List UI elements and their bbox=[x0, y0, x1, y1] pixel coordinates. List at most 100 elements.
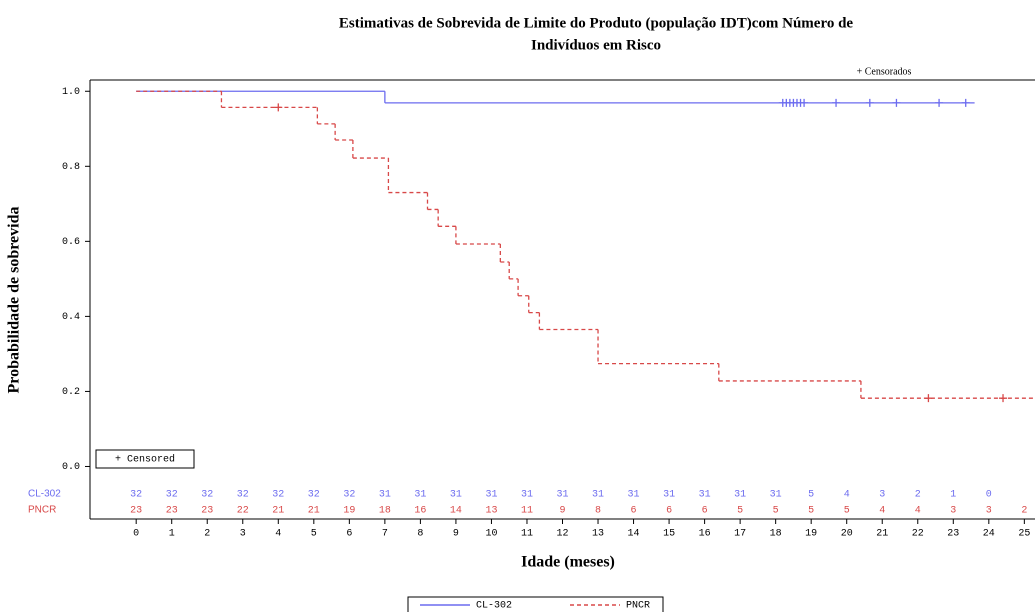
x-tick-label: 9 bbox=[453, 529, 459, 540]
x-tick-label: 14 bbox=[628, 529, 640, 540]
x-tick-label: 8 bbox=[417, 529, 423, 540]
censor-mark bbox=[999, 394, 1008, 403]
at-risk-count: 21 bbox=[272, 506, 284, 517]
at-risk-count: 31 bbox=[663, 490, 675, 501]
at-risk-count: 5 bbox=[737, 506, 743, 517]
at-risk-count: 31 bbox=[485, 490, 497, 501]
x-tick-label: 19 bbox=[805, 529, 817, 540]
at-risk-count: 4 bbox=[915, 506, 921, 517]
x-tick-label: 4 bbox=[275, 529, 281, 540]
at-risk-count: 23 bbox=[166, 506, 178, 517]
x-tick-label: 0 bbox=[133, 529, 139, 540]
at-risk-count: 0 bbox=[986, 490, 992, 501]
at-risk-count: 18 bbox=[379, 506, 391, 517]
y-tick-label: 0.0 bbox=[62, 462, 80, 473]
x-tick-label: 13 bbox=[592, 529, 604, 540]
at-risk-count: 11 bbox=[521, 506, 533, 517]
at-risk-count: 23 bbox=[201, 506, 213, 517]
x-tick-label: 16 bbox=[699, 529, 711, 540]
at-risk-count: 31 bbox=[770, 490, 782, 501]
at-risk-count: 31 bbox=[699, 490, 711, 501]
at-risk-count: 22 bbox=[237, 506, 249, 517]
censor-mark bbox=[800, 98, 809, 107]
at-risk-count: 3 bbox=[879, 490, 885, 501]
at-risk-count: 31 bbox=[379, 490, 391, 501]
x-tick-label: 15 bbox=[663, 529, 675, 540]
at-risk-count: 31 bbox=[450, 490, 462, 501]
x-tick-label: 6 bbox=[346, 529, 352, 540]
at-risk-count: 32 bbox=[166, 490, 178, 501]
legend-label: CL-302 bbox=[476, 601, 512, 612]
x-tick-label: 25 bbox=[1018, 529, 1030, 540]
censor-box bbox=[95, 449, 195, 469]
at-risk-count: 32 bbox=[272, 490, 284, 501]
x-tick-label: 1 bbox=[169, 529, 175, 540]
censor-mark bbox=[274, 103, 283, 112]
at-risk-count: 31 bbox=[556, 490, 568, 501]
at-risk-count: 5 bbox=[808, 506, 814, 517]
x-tick-label: 5 bbox=[311, 529, 317, 540]
at-risk-count: 6 bbox=[666, 506, 672, 517]
at-risk-count: 31 bbox=[521, 490, 533, 501]
at-risk-count: 3 bbox=[950, 506, 956, 517]
at-risk-count: 5 bbox=[808, 490, 814, 501]
x-tick-label: 18 bbox=[770, 529, 782, 540]
at-risk-count: 5 bbox=[773, 506, 779, 517]
x-tick-label: 20 bbox=[841, 529, 853, 540]
y-tick-label: 0.6 bbox=[62, 237, 80, 248]
legend bbox=[407, 596, 664, 612]
chart-subtitle: Indivíduos em Risco bbox=[531, 37, 661, 53]
x-tick-label: 12 bbox=[556, 529, 568, 540]
at-risk-count: 32 bbox=[308, 490, 320, 501]
x-tick-label: 3 bbox=[240, 529, 246, 540]
at-risk-count: 4 bbox=[879, 506, 885, 517]
at-risk-count: 32 bbox=[237, 490, 249, 501]
at-risk-count: 31 bbox=[414, 490, 426, 501]
at-risk-count: 19 bbox=[343, 506, 355, 517]
at-risk-row-label: PNCR bbox=[28, 505, 56, 516]
at-risk-count: 6 bbox=[702, 506, 708, 517]
at-risk-count: 23 bbox=[130, 506, 142, 517]
x-tick-label: 2 bbox=[204, 529, 210, 540]
y-tick-label: 0.4 bbox=[62, 312, 80, 323]
x-tick-label: 22 bbox=[912, 529, 924, 540]
censor-note: + Censorados bbox=[857, 66, 912, 77]
x-tick-label: 24 bbox=[983, 529, 995, 540]
censor-mark bbox=[832, 98, 841, 107]
y-tick-label: 0.8 bbox=[62, 162, 80, 173]
at-risk-count: 16 bbox=[414, 506, 426, 517]
at-risk-count: 2 bbox=[1021, 506, 1027, 517]
censor-mark bbox=[961, 98, 970, 107]
at-risk-count: 14 bbox=[450, 506, 462, 517]
censor-mark bbox=[892, 98, 901, 107]
x-axis-label: Idade (meses) bbox=[521, 554, 615, 571]
y-axis-label: Probabilidade de sobrevida bbox=[6, 207, 23, 394]
at-risk-count: 31 bbox=[734, 490, 746, 501]
at-risk-count: 1 bbox=[950, 490, 956, 501]
x-tick-label: 21 bbox=[876, 529, 888, 540]
chart-title: Estimativas de Sobrevida de Limite do Pr… bbox=[339, 15, 854, 31]
censor-mark bbox=[865, 98, 874, 107]
y-tick-label: 0.2 bbox=[62, 387, 80, 398]
at-risk-count: 13 bbox=[485, 506, 497, 517]
censor-box-label: + Censored bbox=[115, 454, 175, 466]
x-tick-label: 17 bbox=[734, 529, 746, 540]
at-risk-count: 6 bbox=[631, 506, 637, 517]
censor-mark bbox=[935, 98, 944, 107]
at-risk-count: 5 bbox=[844, 506, 850, 517]
at-risk-count: 31 bbox=[628, 490, 640, 501]
x-tick-label: 23 bbox=[947, 529, 959, 540]
at-risk-count: 3 bbox=[986, 506, 992, 517]
x-tick-label: 7 bbox=[382, 529, 388, 540]
at-risk-count: 32 bbox=[201, 490, 213, 501]
x-tick-label: 10 bbox=[485, 529, 497, 540]
at-risk-count: 21 bbox=[308, 506, 320, 517]
x-tick-label: 11 bbox=[521, 529, 533, 540]
legend-label: PNCR bbox=[626, 601, 650, 612]
at-risk-count: 32 bbox=[130, 490, 142, 501]
y-tick-label: 1.0 bbox=[62, 87, 80, 98]
at-risk-count: 4 bbox=[844, 490, 850, 501]
at-risk-count: 8 bbox=[595, 506, 601, 517]
censor-mark bbox=[924, 394, 933, 403]
